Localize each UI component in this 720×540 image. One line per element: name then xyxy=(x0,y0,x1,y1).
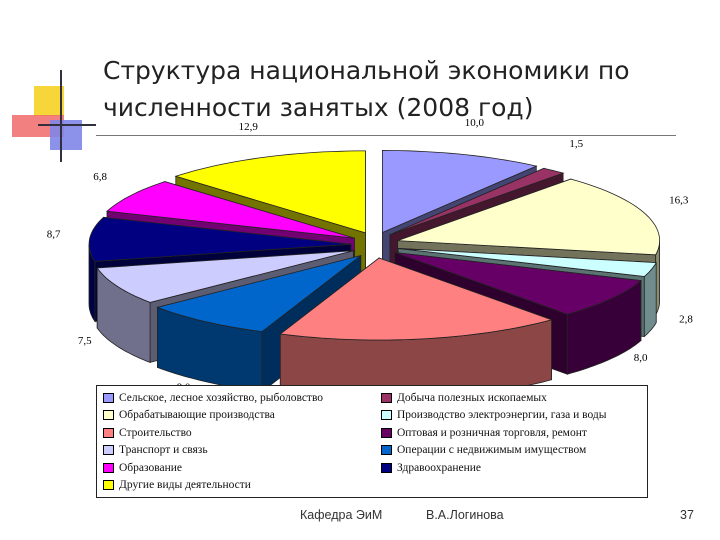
slide-title: Структура национальной экономики по числ… xyxy=(103,56,630,122)
chart-legend: Сельское, лесное хозяйство, рыболовство О… xyxy=(96,385,648,498)
legend-label: Сельское, лесное хозяйство, рыболовство xyxy=(119,391,324,404)
pie-slice-9 xyxy=(106,181,355,239)
decor-horizontal-line xyxy=(38,124,96,126)
legend-label: Операции с недвижимым имуществом xyxy=(397,444,587,457)
slice-value-label-8: 8,7 xyxy=(47,228,61,240)
pie-slice-3 xyxy=(398,248,657,277)
pie-slice-1 xyxy=(389,167,565,236)
pie-slice-0 xyxy=(381,149,538,234)
legend-label: Образование xyxy=(119,461,183,474)
legend-column-left: Сельское, лесное хозяйство, рыболовство О… xyxy=(103,389,323,494)
footer-department: Кафедра ЭиМ xyxy=(300,508,383,522)
slice-value-label-3: 2,8 xyxy=(679,313,693,325)
pie-slice-4 xyxy=(394,252,642,315)
decor-vertical-line xyxy=(60,70,62,162)
legend-swatch xyxy=(103,445,114,456)
legend-label: Оптовая и розничная торговля, ремонт xyxy=(397,426,587,439)
title-underline xyxy=(96,135,676,136)
legend-label: Производство электроэнергии, газа и воды xyxy=(397,409,607,422)
slice-value-label-0: 10,0 xyxy=(465,117,485,129)
slice-value-label-10: 12,9 xyxy=(239,121,259,133)
legend-swatch xyxy=(103,480,114,491)
slice-value-label-2: 16,3 xyxy=(669,195,689,207)
pie-slice-7 xyxy=(96,250,354,303)
legend-item: Транспорт и связь xyxy=(103,442,323,460)
legend-item: Сельское, лесное хозяйство, рыболовство xyxy=(103,389,323,407)
legend-swatch xyxy=(381,410,392,421)
legend-item: Производство электроэнергии, газа и воды xyxy=(381,407,606,425)
legend-swatch xyxy=(103,462,114,473)
legend-item: Добыча полезных ископаемых xyxy=(381,389,606,407)
legend-swatch xyxy=(381,427,392,438)
decor-yellow-square xyxy=(34,86,64,116)
slice-value-label-4: 8,0 xyxy=(634,352,648,364)
legend-swatch xyxy=(103,427,114,438)
footer-author: В.А.Логинова xyxy=(426,508,504,522)
legend-item: Образование xyxy=(103,459,323,477)
legend-swatch xyxy=(103,410,114,421)
legend-label: Другие виды деятельности xyxy=(119,479,251,492)
legend-item: Другие виды деятельности xyxy=(103,477,323,495)
pie-slice-8 xyxy=(88,216,352,262)
legend-label: Строительство xyxy=(119,426,192,439)
page-number: 37 xyxy=(680,508,694,522)
legend-swatch xyxy=(381,462,392,473)
legend-item: Строительство xyxy=(103,424,323,442)
pie-slice-6 xyxy=(156,255,361,333)
legend-swatch xyxy=(381,392,392,403)
legend-item: Здравоохранение xyxy=(381,459,606,477)
pie-chart: 10,01,516,32,88,017,68,07,58,76,812,9 xyxy=(47,117,693,390)
legend-item: Обрабатывающие производства xyxy=(103,407,323,425)
pie-slice-5 xyxy=(279,257,553,341)
slice-value-label-9: 6,8 xyxy=(93,171,107,183)
legend-label: Добыча полезных ископаемых xyxy=(397,391,547,404)
pie-slice-10 xyxy=(174,150,366,234)
pie-slice-2 xyxy=(397,178,660,256)
slice-value-label-7: 7,5 xyxy=(78,335,92,347)
legend-label: Обрабатывающие производства xyxy=(119,409,275,422)
legend-item: Операции с недвижимым имуществом xyxy=(381,442,606,460)
legend-swatch xyxy=(103,392,114,403)
legend-item: Оптовая и розничная торговля, ремонт xyxy=(381,424,606,442)
legend-label: Транспорт и связь xyxy=(119,444,208,457)
legend-swatch xyxy=(381,445,392,456)
legend-label: Здравоохранение xyxy=(397,461,482,474)
legend-column-right: Добыча полезных ископаемых Производство э… xyxy=(381,389,606,477)
slice-value-label-1: 1,5 xyxy=(569,138,583,150)
